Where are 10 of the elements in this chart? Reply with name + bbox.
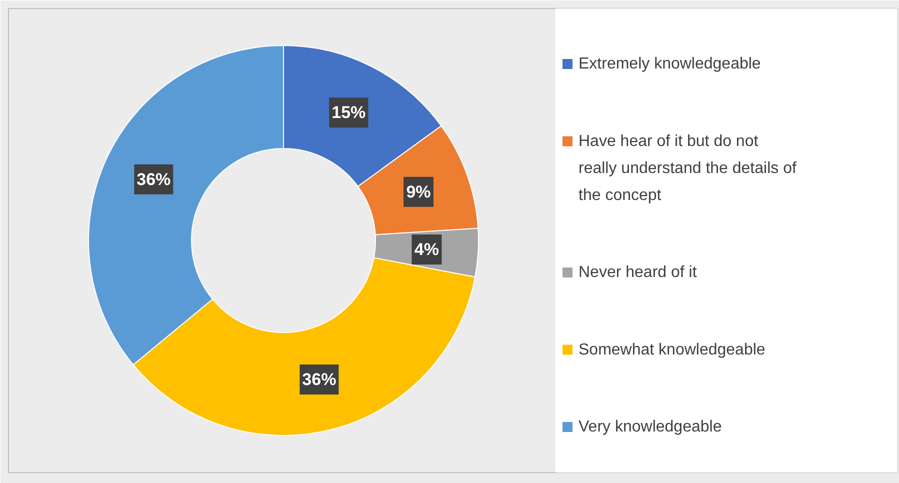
data-label: 36% [136,170,171,189]
data-label: 4% [414,240,440,260]
data-label: 36% [302,370,336,389]
legend-label: Never heard of it [578,264,698,281]
legend-label: Have hear of it but do not really understand the details of the concept [578,132,797,204]
legend-label: Somewhat knowledgeable [578,341,766,358]
legend-label: Very knowledgeable [578,418,722,436]
data-label: 9% [406,182,431,202]
data-label: 15% [332,103,366,122]
legend-label: Extremely knowledgeable [578,56,761,72]
